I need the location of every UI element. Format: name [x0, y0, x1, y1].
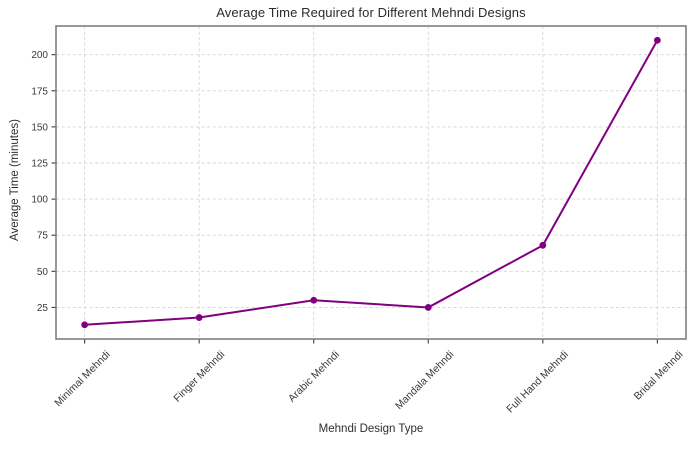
y-tick-label: 200	[31, 50, 48, 61]
y-axis-title: Average Time (minutes)	[9, 119, 21, 241]
y-tick-label: 125	[31, 159, 48, 170]
data-point	[539, 241, 547, 249]
data-point	[310, 296, 318, 304]
y-tick-label: 150	[31, 122, 48, 133]
data-line	[83, 39, 659, 326]
plot-frame	[55, 25, 687, 340]
data-point	[195, 314, 203, 321]
x-axis-title: Mehndi Design Type	[318, 423, 424, 435]
data-point	[81, 321, 89, 329]
y-tick-label: 175	[31, 86, 48, 97]
y-tick-label: 75	[37, 231, 49, 242]
data-point	[653, 36, 661, 44]
y-tick-label: 50	[37, 267, 49, 278]
x-tick-label: Full Hand Mehndi	[504, 349, 571, 416]
x-tick-label: Mandala Mehndi	[393, 349, 456, 412]
x-tick-label: Minimal Mehndi	[52, 349, 112, 409]
data-point	[424, 304, 432, 311]
y-tick-label: 25	[37, 303, 49, 314]
x-tick-label: Bridal Mehndi	[632, 349, 686, 403]
chart-title: Average Time Required for Different Mehn…	[216, 5, 526, 20]
x-tick-label: Arabic Mehndi	[286, 349, 342, 405]
y-tick-label: 100	[31, 195, 48, 206]
x-tick-label: Finger Mehndi	[171, 349, 227, 405]
